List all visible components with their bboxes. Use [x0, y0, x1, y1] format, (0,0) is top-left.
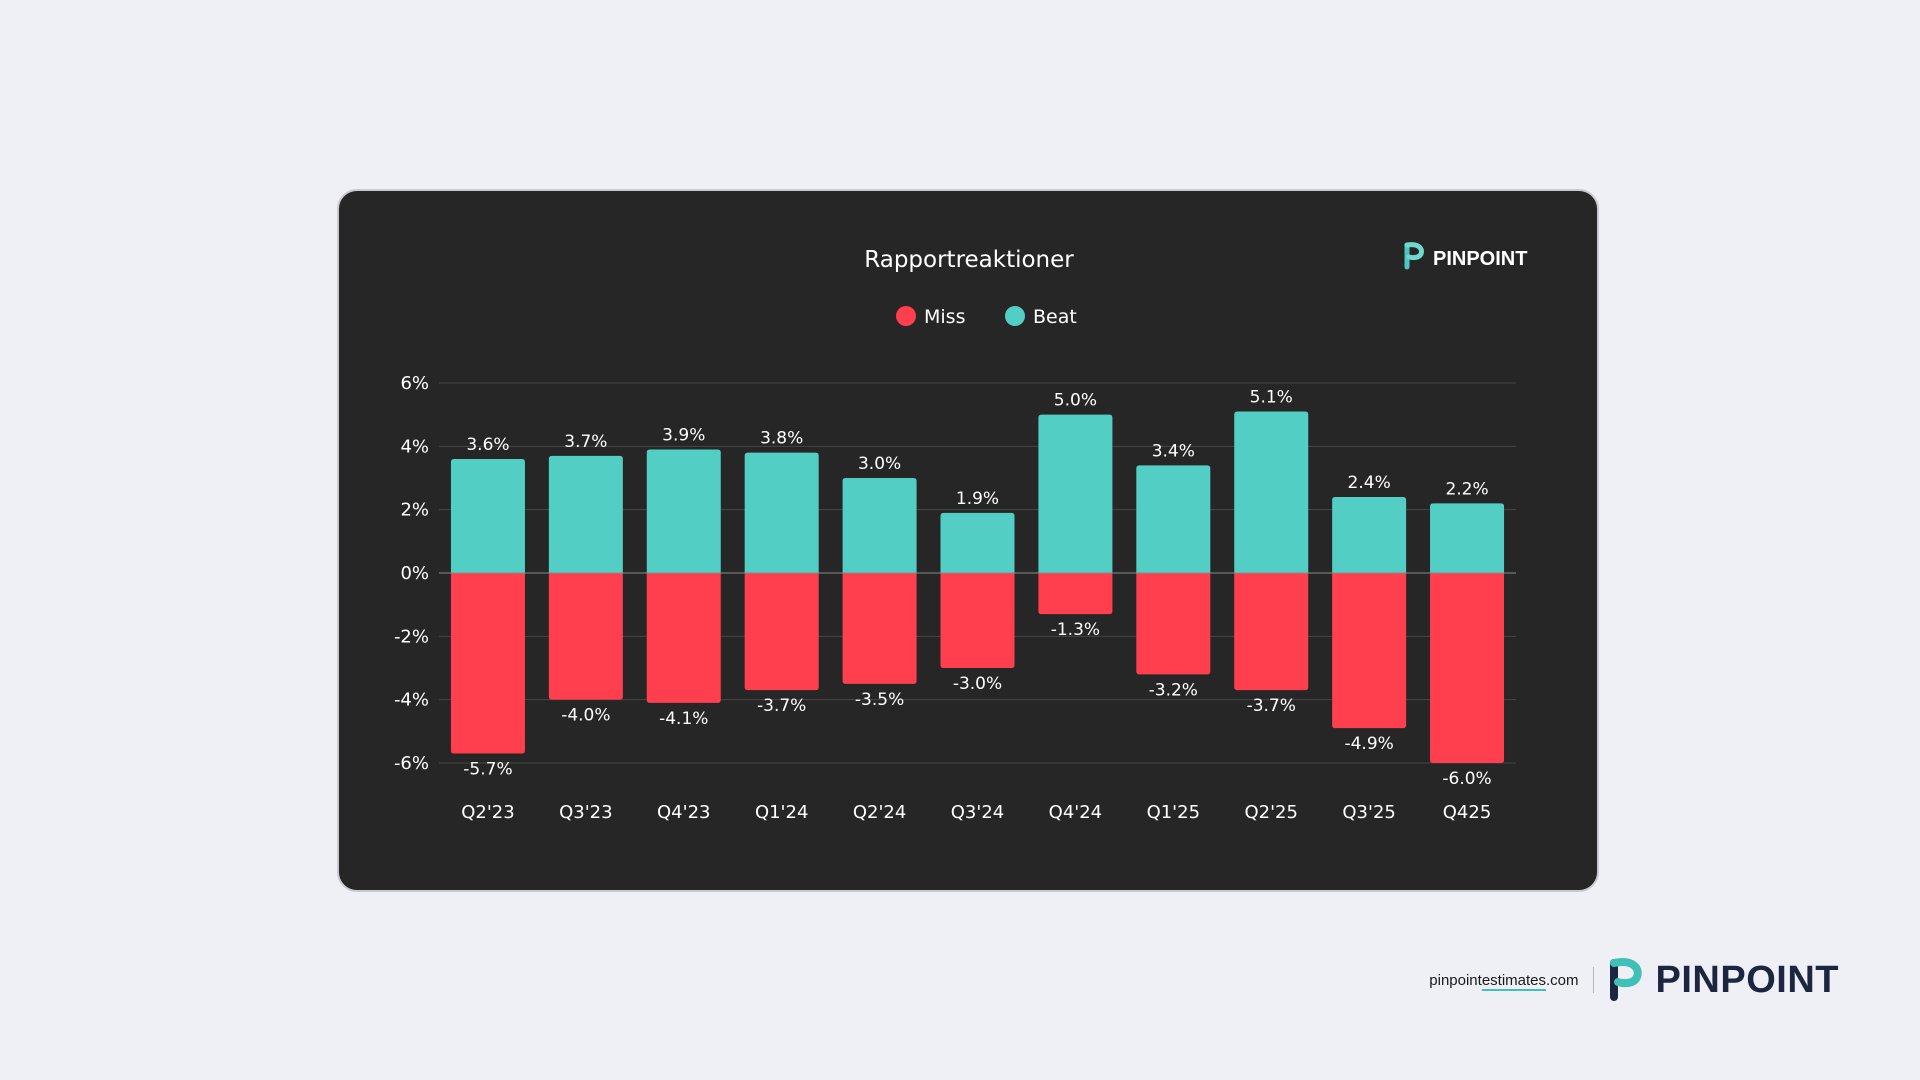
footer-url-suffix: .com: [1546, 971, 1579, 989]
footer-url-underlined: estimates: [1481, 971, 1547, 989]
x-tick-label: Q2'24: [853, 802, 906, 823]
y-tick-label: -4%: [394, 690, 429, 711]
miss-data-label: -3.0%: [953, 674, 1002, 694]
legend-beat-label: Beat: [1033, 306, 1077, 328]
x-axis-ticks: Q2'23 Q3'23 Q4'23 Q1'24 Q2'24 Q3'24 Q4'24 Q1'25…: [461, 802, 1491, 823]
pinpoint-logo-icon: [1404, 242, 1424, 270]
beat-data-label: 2.2%: [1445, 479, 1488, 499]
miss-bar: [1038, 573, 1113, 615]
miss-bar: [450, 573, 525, 754]
x-tick-label: Q3'23: [559, 802, 612, 823]
miss-data-label: -3.7%: [1247, 696, 1296, 716]
miss-bar: [548, 573, 623, 700]
y-axis-ticks: 6% 4% 2% 0% -2% -4% -6%: [394, 373, 429, 774]
x-tick-label: Q2'23: [461, 802, 514, 823]
beat-bar: [450, 459, 525, 573]
footer: pinpointestimates.com PINPOINT: [1429, 950, 1839, 1010]
beat-data-label: 2.4%: [1348, 473, 1391, 493]
beat-data-label: 3.0%: [858, 454, 901, 474]
miss-bar: [1234, 573, 1309, 691]
y-tick-label: 0%: [400, 563, 429, 584]
miss-data-label: -3.2%: [1149, 680, 1198, 700]
beat-bar: [1234, 411, 1309, 573]
miss-data-label: -3.7%: [757, 696, 806, 716]
chart-svg: Rapportreaktioner Miss Beat PINPOINT 6% 4…: [394, 242, 1527, 823]
footer-brand: PINPOINT: [1655, 958, 1839, 1001]
miss-bar: [646, 573, 721, 703]
miss-bar: [940, 573, 1015, 668]
bars: [450, 411, 1505, 763]
footer-url[interactable]: pinpointestimates.com: [1429, 972, 1578, 989]
miss-bar: [1136, 573, 1211, 675]
beat-bar: [744, 452, 819, 573]
y-tick-label: -6%: [394, 753, 429, 774]
miss-data-label: -1.3%: [1051, 620, 1100, 640]
beat-bar: [1332, 497, 1407, 573]
legend: Miss Beat: [896, 306, 1077, 328]
x-tick-label: Q1'25: [1147, 802, 1200, 823]
beat-data-label: 5.1%: [1250, 388, 1293, 408]
x-tick-label: Q2'25: [1244, 802, 1297, 823]
miss-bar: [1332, 573, 1407, 729]
y-tick-label: 4%: [400, 436, 429, 457]
data-labels: 3.6% -5.7% 3.7% -4.0% 3.9% -4.1% 3.8% -3.7% 3.0%…: [463, 388, 1491, 790]
y-tick-label: -2%: [394, 626, 429, 647]
miss-data-label: -4.0%: [561, 706, 610, 726]
x-tick-label: Q1'24: [755, 802, 808, 823]
beat-data-label: 5.0%: [1054, 391, 1097, 411]
beat-bar: [548, 455, 623, 573]
beat-data-label: 3.8%: [760, 429, 803, 449]
x-tick-label: Q4'23: [657, 802, 710, 823]
beat-bar: [940, 512, 1015, 573]
y-tick-label: 2%: [400, 500, 429, 521]
miss-bar: [842, 573, 917, 684]
chart-card: Rapportreaktioner Miss Beat PINPOINT 6% 4…: [337, 189, 1599, 892]
legend-miss-label: Miss: [924, 306, 965, 328]
chart-title: Rapportreaktioner: [864, 247, 1074, 273]
y-tick-label: 6%: [400, 373, 429, 394]
footer-url-prefix: pinpoint: [1429, 971, 1482, 989]
x-tick-label: Q3'25: [1342, 802, 1395, 823]
beat-data-label: 3.9%: [662, 426, 705, 446]
footer-logo: PINPOINT: [1608, 957, 1839, 1003]
legend-miss-marker: [896, 306, 916, 326]
miss-data-label: -4.1%: [659, 709, 708, 729]
card-logo: PINPOINT: [1404, 242, 1527, 270]
beat-bar: [1430, 503, 1505, 573]
footer-divider: [1592, 967, 1594, 993]
beat-data-label: 3.4%: [1152, 441, 1195, 461]
beat-bar: [646, 449, 721, 573]
pinpoint-logo-icon: [1609, 958, 1642, 1001]
miss-data-label: -6.0%: [1442, 769, 1491, 789]
miss-data-label: -3.5%: [855, 690, 904, 710]
card-logo-text: PINPOINT: [1433, 248, 1527, 270]
miss-bar: [1430, 573, 1505, 763]
beat-bar: [842, 478, 917, 573]
miss-data-label: -4.9%: [1344, 734, 1393, 754]
beat-data-label: 3.7%: [564, 432, 607, 452]
x-tick-label: Q3'24: [951, 802, 1004, 823]
x-tick-label: Q425: [1443, 802, 1492, 823]
miss-data-label: -5.7%: [463, 760, 512, 780]
miss-bar: [744, 573, 819, 691]
beat-bar: [1038, 414, 1113, 573]
x-tick-label: Q4'24: [1049, 802, 1102, 823]
beat-bar: [1136, 465, 1211, 573]
beat-data-label: 3.6%: [466, 435, 509, 455]
legend-beat-marker: [1005, 306, 1025, 326]
beat-data-label: 1.9%: [956, 489, 999, 509]
